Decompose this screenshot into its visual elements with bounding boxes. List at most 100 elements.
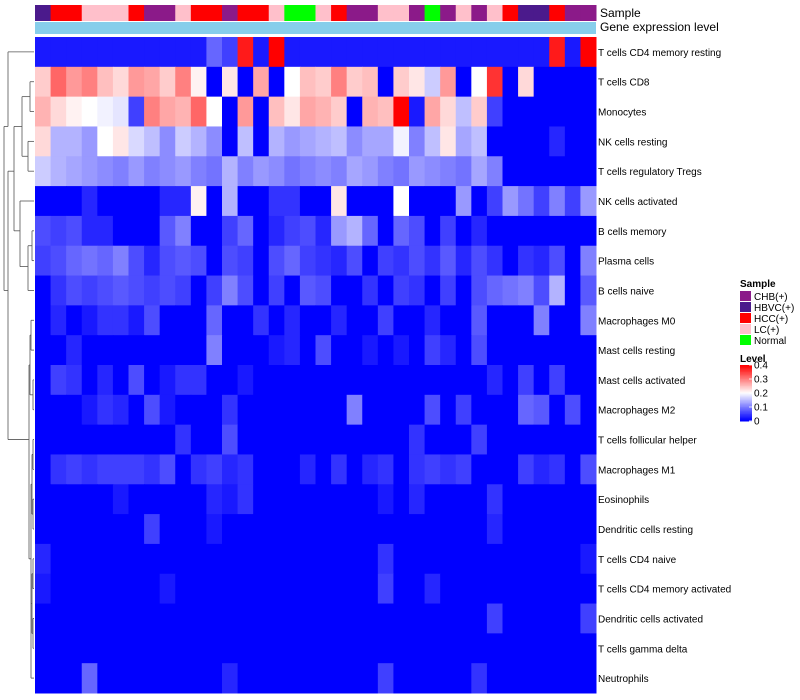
heatmap-cell — [253, 514, 270, 545]
heatmap-cell — [35, 663, 52, 694]
heatmap-cell — [268, 484, 285, 515]
sample-cell — [362, 5, 379, 21]
heatmap-cell — [35, 573, 52, 605]
row-label: Neutrophils — [598, 674, 649, 685]
sample-legend-label: Normal — [754, 336, 786, 347]
heatmap-cell — [486, 484, 503, 515]
heatmap-cell — [549, 215, 566, 247]
level-ramp-step — [740, 377, 752, 380]
heatmap-cell — [471, 514, 488, 545]
heatmap-cell — [128, 663, 145, 694]
heatmap-cell — [206, 484, 223, 515]
heatmap-cell — [549, 543, 566, 575]
heatmap-cell — [144, 186, 161, 217]
heatmap-cell — [50, 633, 67, 664]
heatmap-cell — [299, 663, 316, 694]
heatmap-cell — [393, 543, 410, 575]
heatmap-cell — [97, 543, 114, 575]
heatmap-cell — [362, 66, 379, 98]
heatmap-cell — [580, 215, 597, 247]
heatmap-cell — [175, 37, 192, 68]
heatmap-cell — [50, 603, 67, 634]
heatmap-cell — [471, 573, 488, 605]
heatmap-cell — [424, 424, 441, 455]
heatmap-cell — [471, 424, 488, 455]
sample-legend-label: CHB(+) — [754, 292, 788, 303]
heatmap-cell — [159, 573, 176, 605]
level-ramp-step — [740, 386, 752, 388]
heatmap-cell — [97, 96, 114, 127]
heatmap-cell — [112, 603, 129, 634]
heatmap-cell — [440, 186, 457, 217]
heatmap-cell — [533, 394, 550, 426]
heatmap-cell — [237, 394, 254, 426]
heatmap-cell — [159, 514, 176, 545]
sample-cell — [97, 5, 114, 21]
sample-cell — [502, 5, 519, 21]
heatmap-cell — [97, 37, 114, 68]
level-ramp-step — [740, 372, 752, 374]
heatmap-cell — [159, 186, 176, 217]
heatmap-cell — [175, 335, 192, 366]
heatmap-cell — [486, 335, 503, 366]
heatmap-cell — [35, 633, 52, 664]
heatmap-cell — [331, 454, 348, 485]
heatmap-cell — [81, 37, 98, 68]
heatmap-cell — [362, 365, 379, 396]
sample-cell — [50, 5, 67, 21]
heatmap-cell — [144, 126, 161, 157]
heatmap-cell — [486, 633, 503, 664]
heatmap-cell — [268, 365, 285, 396]
heatmap-cell — [206, 365, 223, 396]
heatmap-cell — [50, 573, 67, 605]
heatmap-cell — [424, 66, 441, 98]
heatmap-cell — [50, 394, 67, 426]
heatmap-cell — [409, 245, 426, 277]
heatmap-cell — [206, 96, 223, 127]
heatmap-cell — [331, 245, 348, 277]
heatmap-cell — [284, 394, 301, 426]
heatmap-cell — [175, 454, 192, 485]
sample-cell — [35, 5, 52, 21]
heatmap-cell — [440, 335, 457, 366]
heatmap-cell — [144, 663, 161, 694]
heatmap-cell — [284, 66, 301, 98]
heatmap-cell — [128, 66, 145, 98]
heatmap-cell — [471, 543, 488, 575]
row-label: T cells CD4 memory resting — [598, 48, 721, 59]
heatmap-cell — [331, 96, 348, 127]
heatmap-cell — [268, 186, 285, 217]
heatmap-cell — [331, 215, 348, 247]
heatmap-cell — [331, 335, 348, 366]
heatmap-cell — [237, 633, 254, 664]
heatmap-cell — [128, 454, 145, 485]
heatmap-cell — [268, 543, 285, 575]
level-ramp-step — [740, 365, 752, 367]
heatmap-cell — [144, 573, 161, 605]
heatmap-cell — [50, 245, 67, 277]
heatmap-cell — [346, 573, 363, 605]
heatmap-cell — [440, 215, 457, 247]
heatmap-cell — [346, 663, 363, 694]
heatmap-cell — [81, 424, 98, 455]
heatmap-cell — [237, 66, 254, 98]
heatmap-cell — [346, 37, 363, 68]
heatmap-cell — [268, 215, 285, 247]
heatmap-cell — [144, 454, 161, 485]
heatmap-cell — [362, 484, 379, 515]
heatmap-cell — [502, 245, 519, 277]
heatmap-cell — [299, 156, 316, 187]
heatmap-cell — [533, 543, 550, 575]
heatmap-cell — [471, 633, 488, 664]
heatmap-cell — [518, 573, 535, 605]
heatmap-cell — [159, 603, 176, 634]
heatmap-cell — [206, 156, 223, 187]
heatmap-cell — [35, 275, 52, 306]
heatmap-cell — [377, 126, 394, 157]
heatmap-cell — [424, 394, 441, 426]
row-dendrogram — [3, 51, 34, 679]
sample-cell — [518, 5, 535, 21]
heatmap-cell — [455, 633, 472, 664]
heatmap-cell — [440, 66, 457, 98]
heatmap-cell — [299, 186, 316, 217]
